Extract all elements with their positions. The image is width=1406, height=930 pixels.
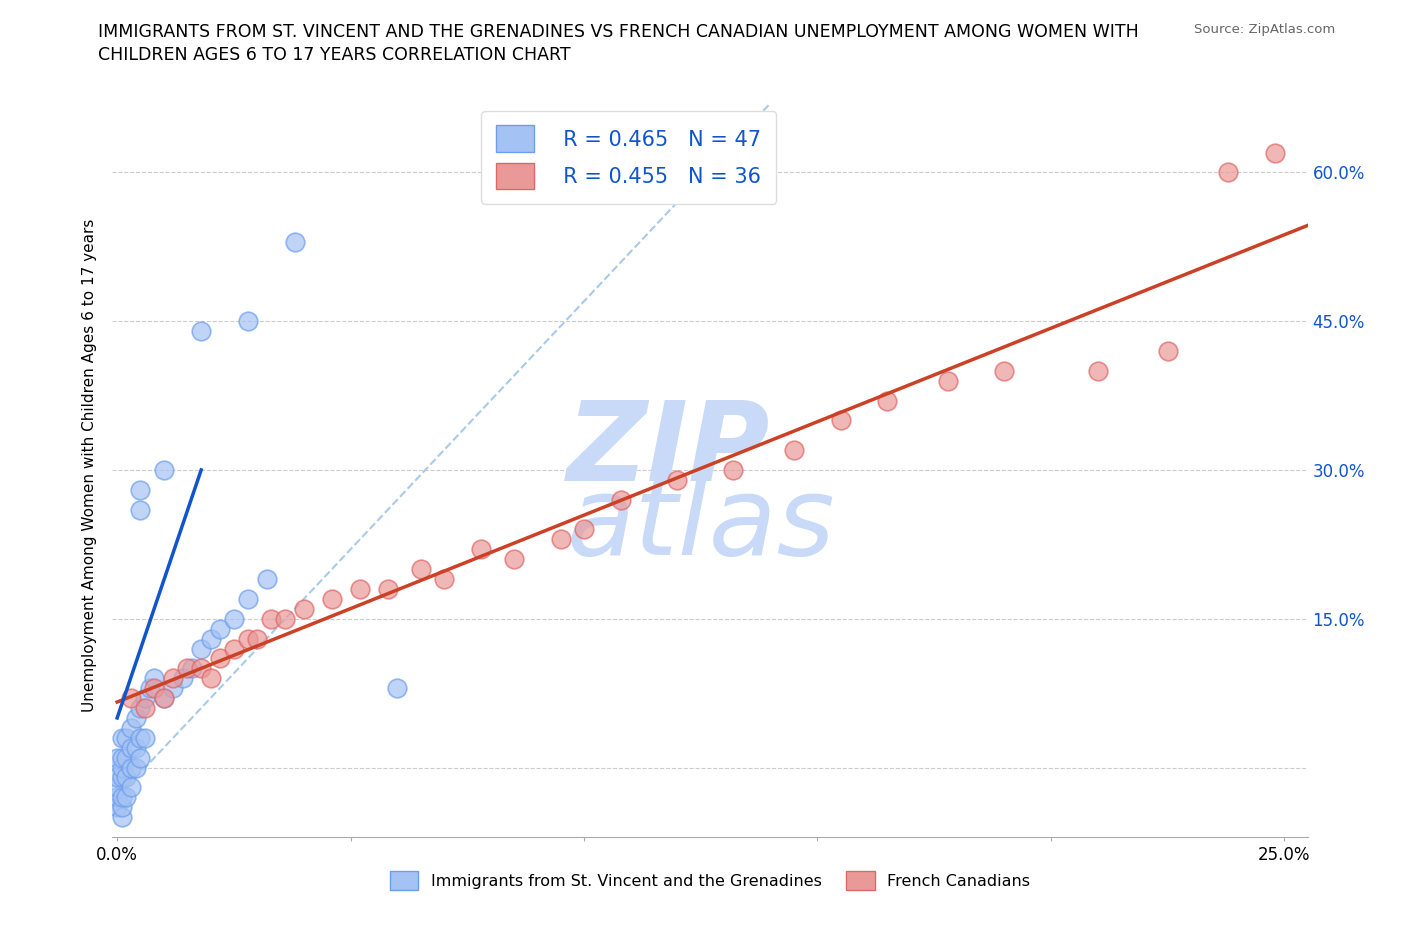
Point: [377, 581, 399, 596]
Point: [153, 691, 176, 706]
Point: [208, 621, 231, 636]
Point: [111, 790, 134, 804]
Point: [470, 542, 492, 557]
Point: [246, 631, 269, 646]
Point: [666, 472, 689, 487]
Point: [120, 691, 142, 706]
Point: [1264, 145, 1286, 160]
Point: [162, 671, 184, 685]
Point: [236, 591, 259, 606]
Point: [120, 780, 142, 795]
Point: [143, 671, 166, 685]
Point: [200, 671, 222, 685]
Point: [120, 721, 142, 736]
Point: [134, 730, 156, 745]
Point: [292, 602, 315, 617]
Point: [115, 790, 138, 804]
Point: [162, 681, 184, 696]
Point: [830, 413, 852, 428]
Point: [349, 581, 371, 596]
Point: [283, 234, 305, 249]
Point: [115, 751, 138, 765]
Point: [387, 681, 409, 696]
Point: [172, 671, 194, 685]
Point: [993, 364, 1015, 379]
Point: [125, 740, 148, 755]
Point: [200, 631, 222, 646]
Point: [190, 661, 212, 676]
Point: [222, 641, 245, 656]
Point: [129, 730, 152, 745]
Point: [129, 700, 152, 715]
Point: [105, 790, 128, 804]
Point: [111, 751, 134, 765]
Point: [115, 770, 138, 785]
Text: atlas: atlas: [567, 471, 835, 578]
Point: [274, 611, 297, 626]
Point: [433, 572, 456, 587]
Point: [1156, 343, 1178, 358]
Point: [321, 591, 343, 606]
Point: [105, 780, 128, 795]
Point: [723, 462, 745, 477]
Point: [783, 443, 806, 458]
Point: [876, 393, 898, 408]
Point: [134, 691, 156, 706]
Point: [236, 631, 259, 646]
Point: [409, 562, 432, 577]
Point: [1218, 165, 1240, 179]
Point: [143, 681, 166, 696]
Point: [125, 760, 148, 775]
Point: [105, 800, 128, 815]
Point: [176, 661, 198, 676]
Point: [572, 522, 595, 537]
Point: [550, 532, 572, 547]
Point: [222, 611, 245, 626]
Text: IMMIGRANTS FROM ST. VINCENT AND THE GRENADINES VS FRENCH CANADIAN UNEMPLOYMENT A: IMMIGRANTS FROM ST. VINCENT AND THE GREN…: [98, 23, 1139, 41]
Point: [129, 483, 152, 498]
Point: [190, 324, 212, 339]
Point: [120, 740, 142, 755]
Point: [105, 751, 128, 765]
Point: [120, 760, 142, 775]
Point: [236, 313, 259, 328]
Point: [111, 730, 134, 745]
Point: [125, 711, 148, 725]
Point: [115, 730, 138, 745]
Text: CHILDREN AGES 6 TO 17 YEARS CORRELATION CHART: CHILDREN AGES 6 TO 17 YEARS CORRELATION …: [98, 46, 571, 64]
Point: [134, 700, 156, 715]
Point: [180, 661, 202, 676]
Point: [111, 800, 134, 815]
Point: [1087, 364, 1109, 379]
Text: Source: ZipAtlas.com: Source: ZipAtlas.com: [1195, 23, 1336, 36]
Point: [190, 641, 212, 656]
Point: [260, 611, 283, 626]
Point: [129, 751, 152, 765]
Point: [105, 770, 128, 785]
Point: [111, 770, 134, 785]
Point: [129, 502, 152, 517]
Point: [139, 681, 162, 696]
Point: [111, 760, 134, 775]
Point: [503, 551, 526, 566]
Point: [208, 651, 231, 666]
Legend: Immigrants from St. Vincent and the Grenadines, French Canadians: Immigrants from St. Vincent and the Gren…: [384, 865, 1036, 896]
Text: ZIP: ZIP: [567, 396, 770, 504]
Point: [936, 373, 959, 388]
Point: [153, 691, 176, 706]
Y-axis label: Unemployment Among Women with Children Ages 6 to 17 years: Unemployment Among Women with Children A…: [82, 219, 97, 711]
Point: [610, 492, 633, 507]
Point: [111, 810, 134, 825]
Point: [153, 462, 176, 477]
Point: [256, 572, 278, 587]
